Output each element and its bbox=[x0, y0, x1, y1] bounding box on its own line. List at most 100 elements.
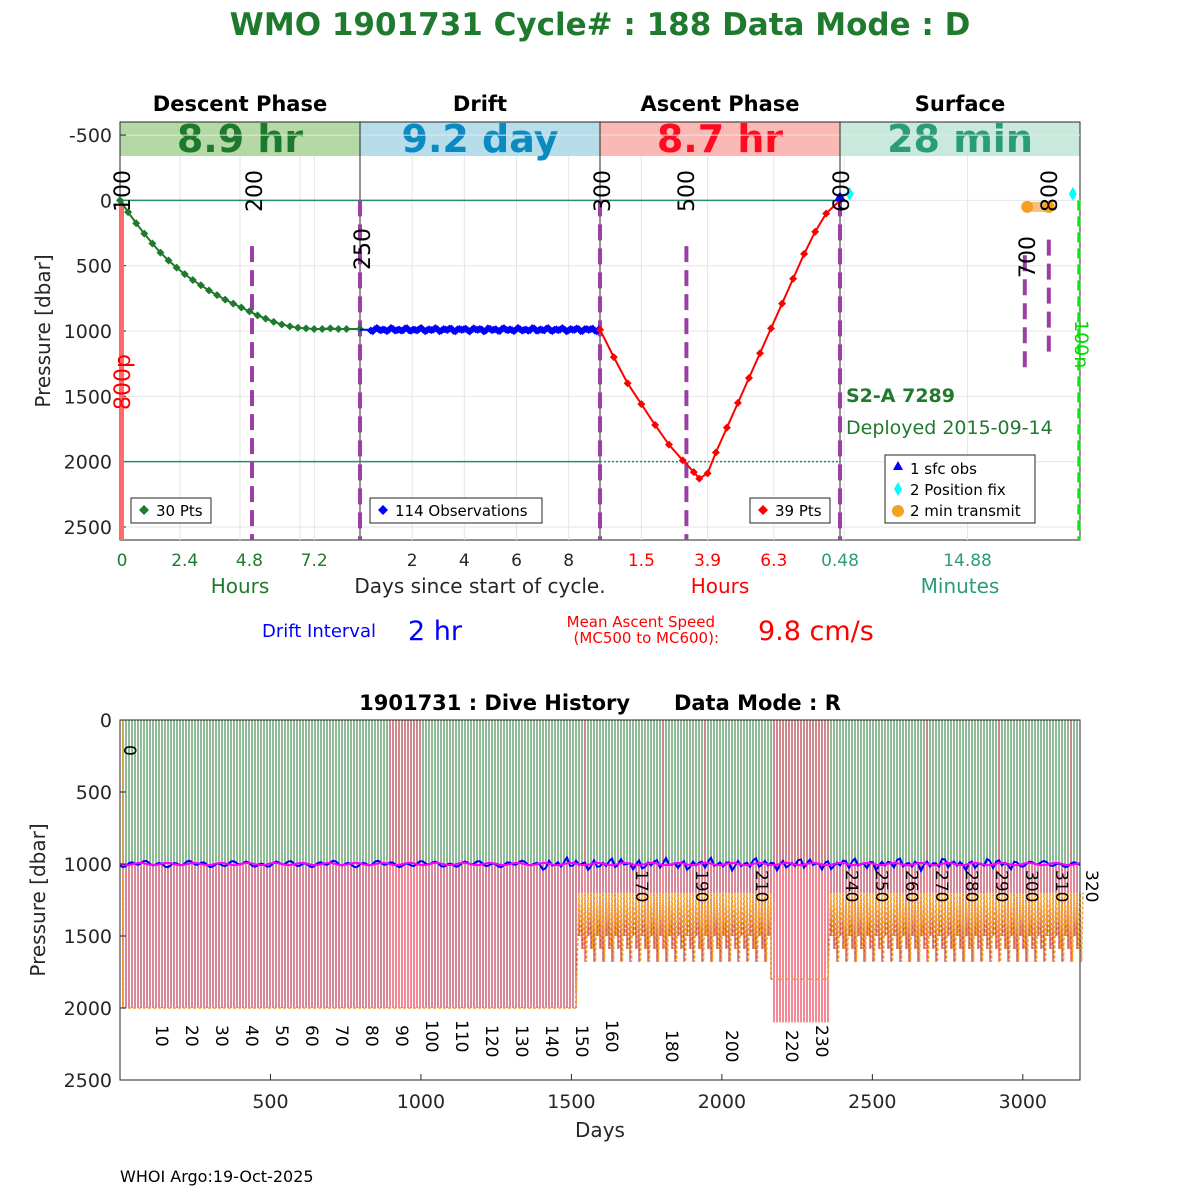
bottom-y-tick-label: 500 bbox=[76, 782, 112, 804]
descent-point bbox=[204, 286, 213, 295]
phase-name-3: Surface bbox=[915, 92, 1005, 116]
phase-banner-2 bbox=[600, 122, 840, 156]
descent-point bbox=[188, 276, 197, 285]
descent-point bbox=[140, 229, 149, 238]
ascent-point bbox=[695, 474, 704, 483]
cycle-label: 120 bbox=[481, 1025, 501, 1057]
phase-x-labels: 0 2.4 4.8 7.2 Hours 2 4 6 8 Days since start of c… bbox=[117, 551, 1000, 598]
transmit-legend-marker bbox=[892, 505, 904, 517]
descent-point bbox=[310, 325, 319, 334]
bottom-x-tick-label: 3000 bbox=[999, 1091, 1047, 1113]
dive-history-marks bbox=[119, 720, 1084, 1023]
sfc-obs-legend-text: 1 sfc obs bbox=[910, 460, 977, 478]
cycle-label: 70 bbox=[331, 1025, 351, 1047]
descent-point bbox=[261, 314, 270, 323]
ascent-speed-label-1: Mean Ascent Speed bbox=[567, 613, 715, 631]
ascent-point bbox=[733, 398, 742, 407]
top-y-axis-label: Pressure [dbar] bbox=[31, 254, 55, 407]
cycle-label: 240 bbox=[841, 870, 861, 902]
ascent-legend-text: 39 Pts bbox=[775, 502, 822, 520]
ascent-point bbox=[703, 469, 712, 478]
descent-point bbox=[253, 311, 262, 320]
cycle-label: 170 bbox=[631, 870, 651, 902]
phase-2-tick-label: 1.5 bbox=[628, 551, 655, 571]
descent-point bbox=[229, 299, 238, 308]
phase-banner-1 bbox=[360, 122, 600, 156]
descent-point bbox=[164, 256, 173, 265]
phase-name-2: Ascent Phase bbox=[641, 92, 800, 116]
phase-0-tick-label: 4.8 bbox=[236, 551, 263, 571]
ascent-point bbox=[596, 325, 604, 334]
mission-codes: 100 200 250 300 500 600 700 800 100n 800… bbox=[111, 170, 1092, 410]
ascent-point bbox=[678, 456, 687, 465]
descent-point bbox=[132, 219, 141, 228]
position-fix-marker bbox=[1068, 186, 1077, 201]
phase-name-1: Drift bbox=[453, 92, 507, 116]
ascent-point bbox=[689, 468, 698, 477]
descent-point bbox=[302, 324, 311, 333]
ascent-point bbox=[767, 324, 776, 333]
bottom-y-tick-label: 1500 bbox=[64, 926, 112, 948]
mission-code-100n: 100n bbox=[1070, 320, 1092, 368]
ascent-legend: 39 Pts bbox=[749, 497, 831, 524]
ascent-point bbox=[722, 423, 731, 432]
transmit-marker bbox=[1021, 200, 1034, 213]
mission-code-600: 600 bbox=[830, 170, 855, 212]
cycle-label: 250 bbox=[871, 870, 891, 902]
ascent-point bbox=[664, 440, 673, 449]
cycle-label: 260 bbox=[901, 870, 921, 902]
bottom-x-tick-label: 1000 bbox=[397, 1091, 445, 1113]
cycle-label: 160 bbox=[601, 1020, 621, 1052]
phase-2-tick-label: 6.3 bbox=[760, 551, 787, 571]
phase-name-0: Descent Phase bbox=[153, 92, 327, 116]
drift-interval-value: 2 hr bbox=[408, 616, 463, 647]
cycle-label: 50 bbox=[271, 1025, 291, 1047]
cycle-label: 210 bbox=[751, 870, 771, 902]
footer-credit: WHOI Argo:19-Oct-2025 bbox=[120, 1167, 314, 1186]
ascent-point bbox=[789, 274, 798, 283]
phase-3-tick-label: 0.48 bbox=[821, 551, 859, 571]
phase-duration-2: 8.7 hr bbox=[657, 117, 784, 161]
transmit-marker bbox=[1042, 200, 1055, 213]
descent-legend-marker bbox=[139, 505, 149, 515]
phase-2-tick-label: 3.9 bbox=[694, 551, 721, 571]
cycle-label: 200 bbox=[721, 1030, 741, 1062]
figure-title: WMO 1901731 Cycle# : 188 Data Mode : D bbox=[230, 7, 971, 43]
ascent-point bbox=[800, 249, 809, 258]
cycle-label: 220 bbox=[781, 1030, 801, 1062]
top-y-tick-label: 1000 bbox=[64, 321, 112, 343]
descent-point bbox=[180, 270, 189, 279]
cycle-label: 290 bbox=[991, 870, 1011, 902]
phase-1-tick-label: 2 bbox=[407, 551, 418, 571]
top-y-tick-label: 500 bbox=[76, 256, 112, 278]
phase-1-tick-label: 8 bbox=[563, 551, 574, 571]
phase-duration-0: 8.9 hr bbox=[177, 117, 304, 161]
cycle-label: 180 bbox=[661, 1030, 681, 1062]
cycle-label: 190 bbox=[691, 870, 711, 902]
bottom-axes-frame bbox=[119, 719, 1081, 1081]
descent-point bbox=[156, 248, 165, 257]
phase-2-x-label: Hours bbox=[691, 574, 750, 598]
transmit-legend-text: 2 min transmit bbox=[910, 502, 1021, 520]
bottom-y-axis-label: Pressure [dbar] bbox=[26, 823, 50, 976]
cycle-label: 140 bbox=[541, 1025, 561, 1057]
cycle-label: 310 bbox=[1051, 870, 1071, 902]
ascent-profile-line bbox=[599, 199, 841, 480]
bottom-y-tick-label: 2500 bbox=[64, 1070, 112, 1092]
descent-legend-text: 30 Pts bbox=[156, 502, 203, 520]
drift-legend-marker bbox=[378, 505, 388, 515]
phase-0-tick-label: 2.4 bbox=[171, 551, 198, 571]
mission-code-800: 800 bbox=[1038, 170, 1063, 212]
descent-point bbox=[196, 281, 205, 290]
top-y-tick-label: 0 bbox=[100, 190, 112, 212]
descent-point bbox=[221, 295, 230, 304]
phase-duration-1: 9.2 day bbox=[402, 117, 559, 161]
descent-point bbox=[148, 239, 157, 248]
cycle-label: 100 bbox=[421, 1020, 441, 1052]
cycle-label: 80 bbox=[361, 1025, 381, 1047]
bottom-x-tick-label: 2500 bbox=[848, 1091, 896, 1113]
bottom-x-tick-label: 500 bbox=[252, 1091, 288, 1113]
